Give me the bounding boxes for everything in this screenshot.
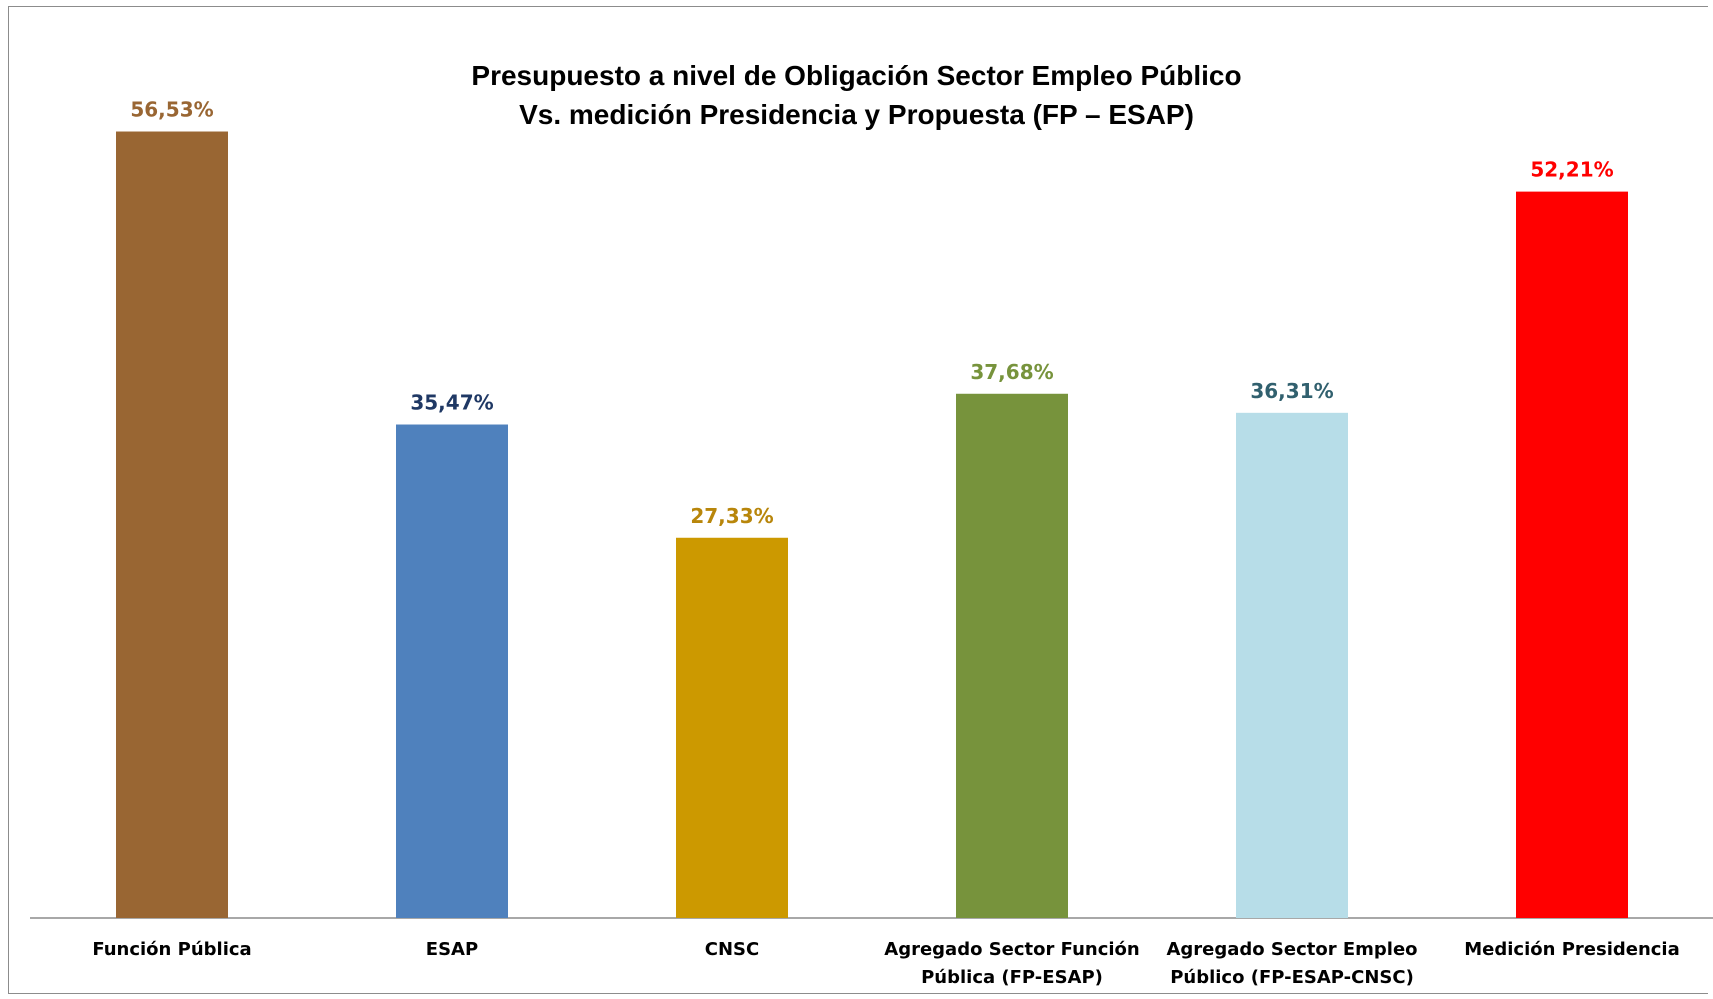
bar-value-label-3: 27,33% xyxy=(690,504,773,528)
category-label-5-line-1: Agregado Sector Empleo xyxy=(1166,939,1417,960)
bar-value-label-2: 35,47% xyxy=(410,391,493,415)
category-label-5-line-2: Público (FP-ESAP-CNSC) xyxy=(1170,967,1414,988)
category-label-6: Medición Presidencia xyxy=(1464,939,1680,960)
bar-1 xyxy=(116,131,228,918)
category-label-4-line-1: Agregado Sector Función xyxy=(884,939,1139,960)
chart-frame xyxy=(8,6,1708,994)
chart-subtitle: Vs. medición Presidencia y Propuesta (FP… xyxy=(519,99,1194,130)
bar-6 xyxy=(1516,191,1628,918)
bar-value-label-6: 52,21% xyxy=(1530,158,1613,182)
category-label-1: Función Pública xyxy=(92,939,251,960)
bar-3 xyxy=(676,537,788,918)
bar-value-label-5: 36,31% xyxy=(1250,379,1333,403)
chart-title: Presupuesto a nivel de Obligación Sector… xyxy=(471,60,1242,91)
bar-5 xyxy=(1236,412,1348,918)
category-label-2: ESAP xyxy=(426,939,478,960)
bar-2 xyxy=(396,424,508,918)
bar-value-label-1: 56,53% xyxy=(130,98,213,122)
bar-value-label-4: 37,68% xyxy=(970,360,1053,384)
category-label-3: CNSC xyxy=(705,939,759,960)
bars-group: 56,53% Función Pública 35,47% ESAP 27,33% CNS… xyxy=(92,98,1679,988)
category-label-4-line-2: Pública (FP-ESAP) xyxy=(921,967,1103,988)
bar-4 xyxy=(956,393,1068,918)
